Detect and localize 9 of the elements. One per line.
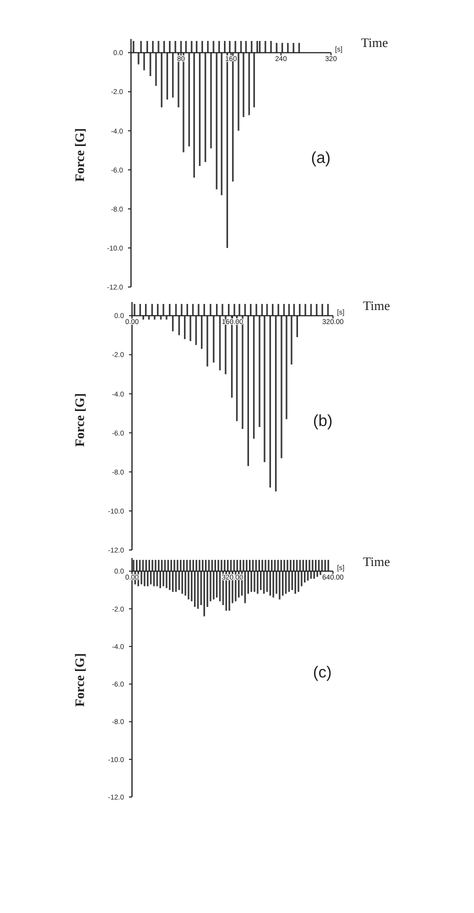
x-axis-title: Time — [363, 554, 390, 569]
x-axis-title: Time — [363, 298, 390, 313]
annotation: (b) — [313, 413, 333, 430]
y-axis-title: Force [G] — [72, 128, 87, 182]
annotation: (a) — [311, 150, 331, 167]
y-axis-title: Force [G] — [72, 653, 87, 707]
annotation: (c) — [313, 664, 332, 682]
x-axis-title: Time — [361, 35, 388, 50]
y-axis-title: Force [G] — [72, 393, 87, 447]
